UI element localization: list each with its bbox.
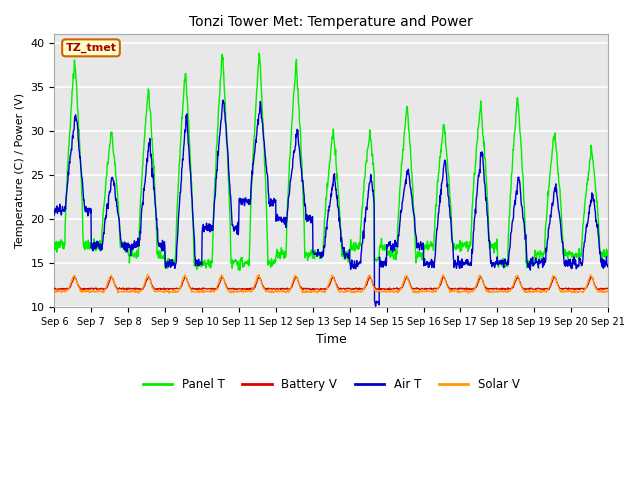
Air T (236, 199, 244, 205)
Battery V (51, 286, 58, 291)
Solar V (161, 289, 168, 295)
Air T (160, 244, 168, 250)
Panel T (236, 261, 243, 267)
Solar V (490, 289, 498, 295)
Solar V (465, 290, 472, 296)
Air T (372, 303, 380, 309)
Battery V (551, 274, 559, 279)
Panel T (418, 257, 426, 263)
Panel T (604, 253, 612, 259)
Solar V (236, 288, 244, 294)
Line: Panel T: Panel T (54, 53, 608, 270)
Panel T (490, 242, 498, 248)
Battery V (417, 286, 425, 292)
Battery V (570, 288, 578, 293)
Battery V (236, 286, 243, 291)
Panel T (173, 198, 181, 204)
Text: TZ_tmet: TZ_tmet (65, 43, 116, 53)
Panel T (255, 50, 263, 56)
Air T (173, 234, 181, 240)
Line: Solar V: Solar V (54, 275, 608, 293)
Solar V (418, 288, 426, 293)
Line: Air T: Air T (54, 100, 608, 306)
Panel T (539, 252, 547, 258)
Battery V (160, 285, 168, 291)
Air T (219, 97, 227, 103)
Solar V (174, 289, 182, 295)
Panel T (236, 267, 244, 273)
Legend: Panel T, Battery V, Air T, Solar V: Panel T, Battery V, Air T, Solar V (138, 373, 524, 396)
Air T (604, 264, 612, 269)
Y-axis label: Temperature (C) / Power (V): Temperature (C) / Power (V) (15, 93, 25, 248)
Battery V (538, 286, 546, 292)
Air T (418, 247, 426, 252)
Air T (490, 260, 498, 266)
Solar V (539, 288, 547, 293)
Solar V (51, 289, 58, 295)
Panel T (51, 246, 58, 252)
Solar V (143, 272, 151, 277)
Battery V (604, 286, 612, 292)
Panel T (160, 253, 168, 259)
Air T (539, 262, 547, 267)
Battery V (490, 286, 497, 292)
Line: Battery V: Battery V (54, 276, 608, 290)
X-axis label: Time: Time (316, 333, 347, 346)
Battery V (173, 286, 181, 291)
Air T (51, 212, 58, 217)
Title: Tonzi Tower Met: Temperature and Power: Tonzi Tower Met: Temperature and Power (189, 15, 473, 29)
Solar V (604, 289, 612, 295)
